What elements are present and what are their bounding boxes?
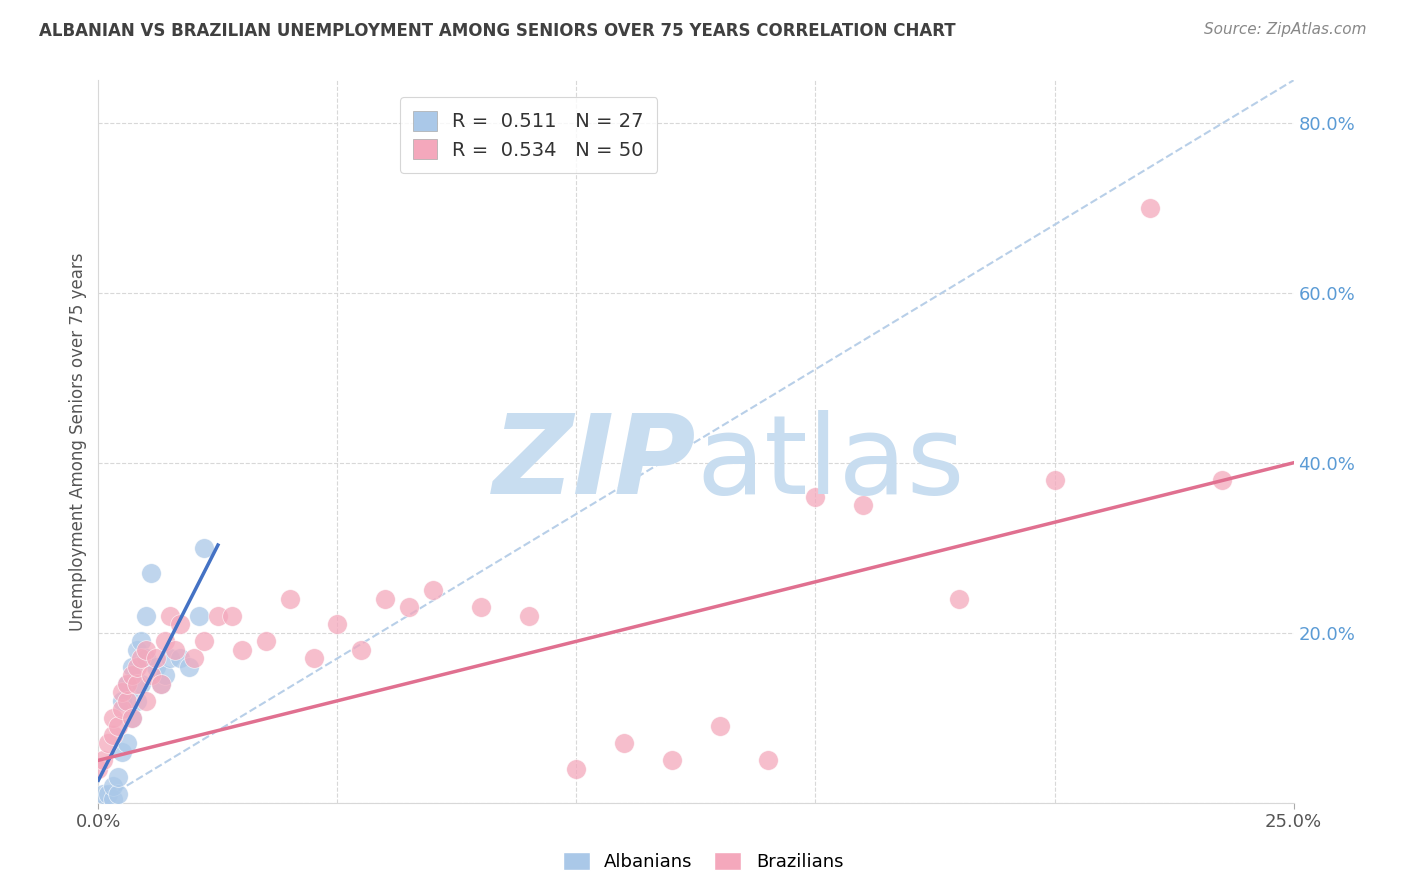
Point	[326, 617, 349, 632]
Point	[661, 753, 683, 767]
Point	[121, 711, 143, 725]
Point	[155, 668, 177, 682]
Point	[101, 779, 124, 793]
Point	[155, 634, 177, 648]
Point	[121, 711, 143, 725]
Point	[121, 660, 143, 674]
Point	[111, 694, 134, 708]
Point	[159, 651, 181, 665]
Y-axis label: Unemployment Among Seniors over 75 years: Unemployment Among Seniors over 75 years	[69, 252, 87, 631]
Point	[374, 591, 396, 606]
Point	[613, 736, 636, 750]
Point	[139, 668, 162, 682]
Point	[101, 711, 124, 725]
Point	[422, 583, 444, 598]
Point	[207, 608, 229, 623]
Point	[107, 719, 129, 733]
Point	[125, 677, 148, 691]
Point	[169, 617, 191, 632]
Point	[852, 498, 875, 512]
Point	[350, 642, 373, 657]
Point	[149, 677, 172, 691]
Point	[179, 660, 201, 674]
Legend: Albanians, Brazilians: Albanians, Brazilians	[555, 845, 851, 879]
Point	[183, 651, 205, 665]
Point	[135, 651, 157, 665]
Point	[231, 642, 253, 657]
Point	[804, 490, 827, 504]
Point	[121, 668, 143, 682]
Legend: R =  0.511   N = 27, R =  0.534   N = 50: R = 0.511 N = 27, R = 0.534 N = 50	[399, 97, 658, 173]
Point	[111, 702, 134, 716]
Point	[193, 541, 215, 555]
Point	[709, 719, 731, 733]
Point	[1139, 201, 1161, 215]
Point	[470, 600, 492, 615]
Point	[125, 694, 148, 708]
Point	[97, 736, 120, 750]
Point	[91, 753, 114, 767]
Text: Source: ZipAtlas.com: Source: ZipAtlas.com	[1204, 22, 1367, 37]
Point	[115, 694, 138, 708]
Point	[149, 677, 172, 691]
Point	[187, 608, 209, 623]
Point	[756, 753, 779, 767]
Text: ZIP: ZIP	[492, 409, 696, 516]
Point	[517, 608, 540, 623]
Point	[169, 651, 191, 665]
Point	[1043, 473, 1066, 487]
Point	[193, 634, 215, 648]
Point	[101, 791, 124, 805]
Point	[159, 608, 181, 623]
Point	[131, 677, 153, 691]
Point	[115, 677, 138, 691]
Point	[97, 787, 120, 801]
Point	[131, 651, 153, 665]
Point	[139, 566, 162, 581]
Point	[135, 642, 157, 657]
Point	[254, 634, 277, 648]
Point	[398, 600, 420, 615]
Point	[145, 660, 167, 674]
Point	[221, 608, 243, 623]
Text: atlas: atlas	[696, 409, 965, 516]
Point	[111, 685, 134, 699]
Point	[1211, 473, 1233, 487]
Point	[115, 677, 138, 691]
Point	[101, 728, 124, 742]
Point	[125, 642, 148, 657]
Point	[131, 634, 153, 648]
Point	[278, 591, 301, 606]
Point	[111, 745, 134, 759]
Point	[107, 787, 129, 801]
Point	[91, 787, 114, 801]
Text: ALBANIAN VS BRAZILIAN UNEMPLOYMENT AMONG SENIORS OVER 75 YEARS CORRELATION CHART: ALBANIAN VS BRAZILIAN UNEMPLOYMENT AMONG…	[39, 22, 956, 40]
Point	[145, 651, 167, 665]
Point	[135, 608, 157, 623]
Point	[135, 694, 157, 708]
Point	[87, 762, 110, 776]
Point	[115, 736, 138, 750]
Point	[125, 660, 148, 674]
Point	[302, 651, 325, 665]
Point	[948, 591, 970, 606]
Point	[107, 770, 129, 784]
Point	[565, 762, 588, 776]
Point	[163, 642, 186, 657]
